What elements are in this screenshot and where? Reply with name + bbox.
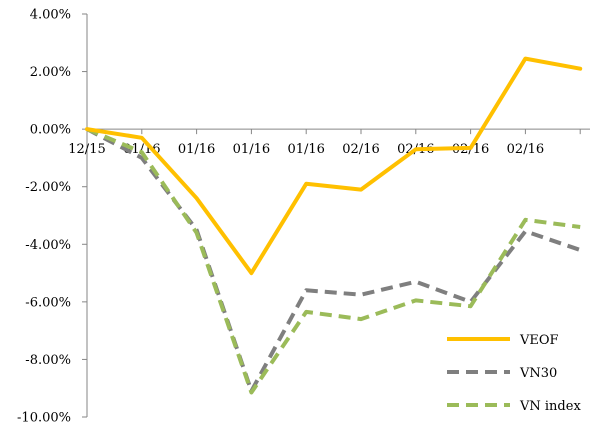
series-line-vn30 [86, 127, 581, 394]
y-tick-label: -6.00% [25, 295, 71, 310]
series-line-veof [85, 56, 583, 276]
x-tick-label: 02/16 [342, 142, 379, 157]
x-tick-label: 12/15 [68, 142, 105, 157]
series-line-vn-index [86, 127, 581, 395]
legend-label: VN30 [519, 366, 557, 381]
x-tick-label: 01/16 [233, 142, 270, 157]
legend-label: VN index [519, 399, 581, 414]
x-axis: 12/15 01/16 01/16 01/16 01/16 02/16 02/16 02/16… [68, 128, 590, 157]
x-tick-label: 01/16 [178, 142, 215, 157]
y-axis: 4.00% 2.00% 0.00% -2.00% -4.00% -6.00% -8.00% -… [17, 8, 88, 426]
y-tick-label: -10.00% [17, 411, 71, 426]
y-tick-label: -2.00% [25, 180, 71, 195]
y-tick-label: -8.00% [25, 353, 71, 368]
y-tick-label: 4.00% [30, 8, 71, 23]
legend: VEOF VN30 VN index [447, 333, 581, 414]
x-tick-label: 01/16 [287, 142, 324, 157]
y-tick-label: -4.00% [25, 238, 71, 253]
y-tick-label: 0.00% [30, 123, 71, 138]
series-layer [85, 56, 583, 395]
x-tick-label: 02/16 [507, 142, 544, 157]
y-tick-label: 2.00% [30, 65, 71, 80]
legend-label: VEOF [519, 333, 559, 348]
